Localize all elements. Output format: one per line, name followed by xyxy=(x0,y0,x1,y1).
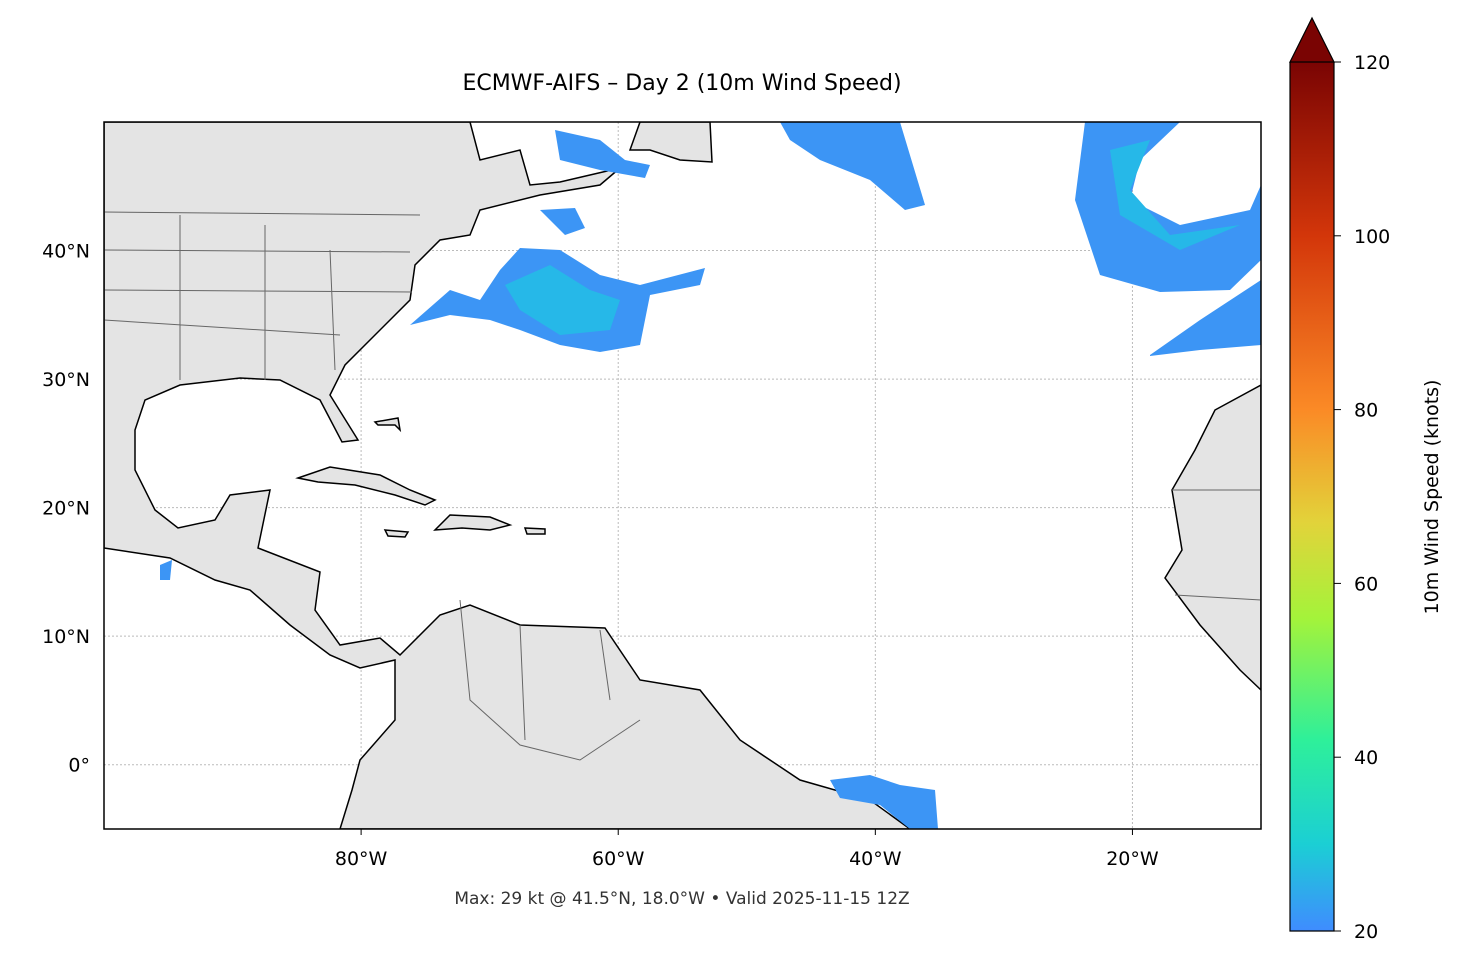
x-tick-label: 20°W xyxy=(1106,848,1159,870)
colorbar xyxy=(1290,62,1334,931)
colorbar-tick-label: 20 xyxy=(1354,921,1378,943)
wind-swath xyxy=(505,265,620,335)
colorbar-tick-label: 60 xyxy=(1354,573,1378,595)
chart-title: ECMWF-AIFS – Day 2 (10m Wind Speed) xyxy=(462,71,901,96)
state-borders xyxy=(104,211,1261,761)
colorbar-tick-label: 120 xyxy=(1354,52,1390,74)
hispaniola xyxy=(433,514,513,531)
wind-swath xyxy=(555,130,650,178)
colorbar-extend xyxy=(1289,16,1335,63)
colorbar-tick-label: 100 xyxy=(1354,226,1390,248)
wind-swath xyxy=(160,560,172,580)
colorbar-frame xyxy=(1289,62,1335,932)
colorbar-tick-label: 40 xyxy=(1354,747,1378,769)
x-tick-label: 40°W xyxy=(849,848,902,870)
map-area xyxy=(104,122,1261,829)
x-tick-label: 60°W xyxy=(592,848,645,870)
puerto-rico xyxy=(523,527,546,535)
map-frame xyxy=(103,121,1262,830)
footer-note: Max: 29 kt @ 41.5°N, 18.0°W • Valid 2025… xyxy=(454,889,909,909)
y-tick-label: 0° xyxy=(68,755,90,777)
y-tick-label: 40°N xyxy=(42,241,90,263)
wind-swath xyxy=(830,775,938,829)
y-tick-label: 10°N xyxy=(42,626,90,648)
americas xyxy=(104,122,912,829)
wind-swath xyxy=(1110,140,1240,250)
wind-swath xyxy=(1150,280,1261,356)
bahamas xyxy=(373,417,402,433)
colorbar-tick-label: 80 xyxy=(1354,400,1378,422)
canada-east xyxy=(628,122,713,163)
colorbar-label: 10m Wind Speed (knots) xyxy=(1421,380,1443,615)
y-tick-label: 20°N xyxy=(42,498,90,520)
wind-swath xyxy=(540,208,585,235)
africa xyxy=(1164,384,1261,692)
jamaica xyxy=(383,529,410,538)
y-tick-label: 30°N xyxy=(42,369,90,391)
cuba xyxy=(295,466,437,506)
wind-swath xyxy=(780,122,925,210)
x-tick-label: 80°W xyxy=(335,848,388,870)
